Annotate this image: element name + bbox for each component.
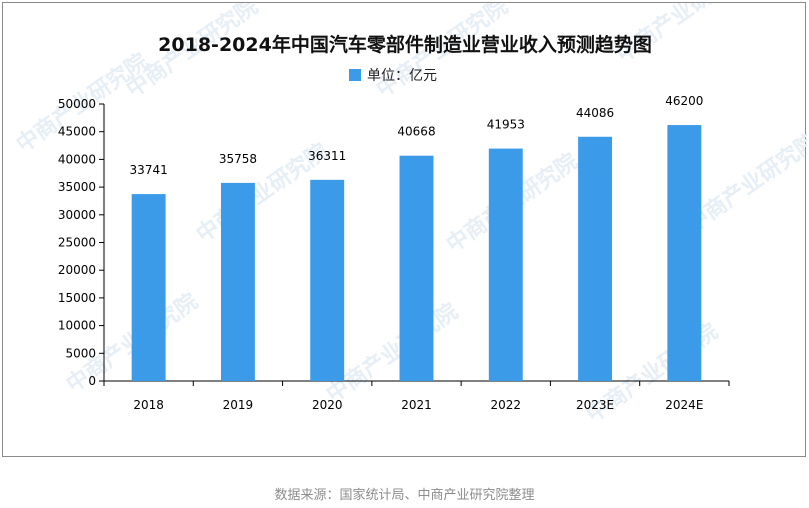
x-tick-label: 2019	[223, 398, 254, 412]
bar	[488, 148, 523, 381]
data-labels: 33741 35758 36311 40668 41953 44086 46200	[130, 94, 704, 177]
y-tick-label: 10000	[58, 319, 96, 333]
x-tick-label: 2018	[133, 398, 164, 412]
x-tick-label: 2022	[491, 398, 522, 412]
data-label: 40668	[397, 125, 435, 139]
y-axis: 0 5000 10000 15000 20000 25000 30000 35000 40000…	[58, 97, 105, 388]
source-note: 数据来源：国家统计局、中商产业研究院整理	[274, 488, 535, 503]
data-label: 33741	[130, 163, 168, 177]
y-tick-label: 40000	[58, 152, 96, 166]
y-tick-label: 5000	[65, 346, 96, 360]
y-tick-label: 25000	[58, 236, 96, 250]
x-tick-label: 2024E	[665, 398, 703, 412]
y-tick-label: 30000	[58, 208, 96, 222]
data-label: 35758	[219, 152, 257, 166]
data-label: 36311	[308, 149, 346, 163]
data-label: 46200	[665, 94, 703, 108]
y-tick-label: 35000	[58, 180, 96, 194]
legend-swatch	[349, 69, 361, 81]
y-tick-label: 45000	[58, 125, 96, 139]
chart-title: 2018-2024年中国汽车零部件制造业营业收入预测趋势图	[158, 33, 652, 56]
bar	[220, 182, 255, 381]
data-label: 44086	[576, 106, 614, 120]
x-tick-label: 2023E	[576, 398, 614, 412]
bar	[667, 125, 702, 381]
data-label: 41953	[487, 118, 525, 132]
y-tick-label: 50000	[58, 97, 96, 111]
y-tick-label: 0	[88, 374, 96, 388]
bar-series	[131, 125, 702, 381]
y-tick-label: 15000	[58, 291, 96, 305]
bar	[578, 136, 613, 381]
legend-label: 单位：亿元	[367, 68, 437, 84]
y-tick-label: 20000	[58, 263, 96, 277]
bar	[310, 179, 345, 381]
bar	[399, 155, 434, 381]
x-tick-label: 2020	[312, 398, 343, 412]
chart-frame: 中商产业研究院 中商产业研究院 中商产业研究院 中商产业研究院 中商产业研究院 中商产业研…	[2, 0, 809, 457]
bar	[131, 194, 166, 381]
x-tick-label: 2021	[401, 398, 432, 412]
x-axis: 2018 2019 2020 2021 2022 2023E 2024E	[103, 380, 730, 412]
